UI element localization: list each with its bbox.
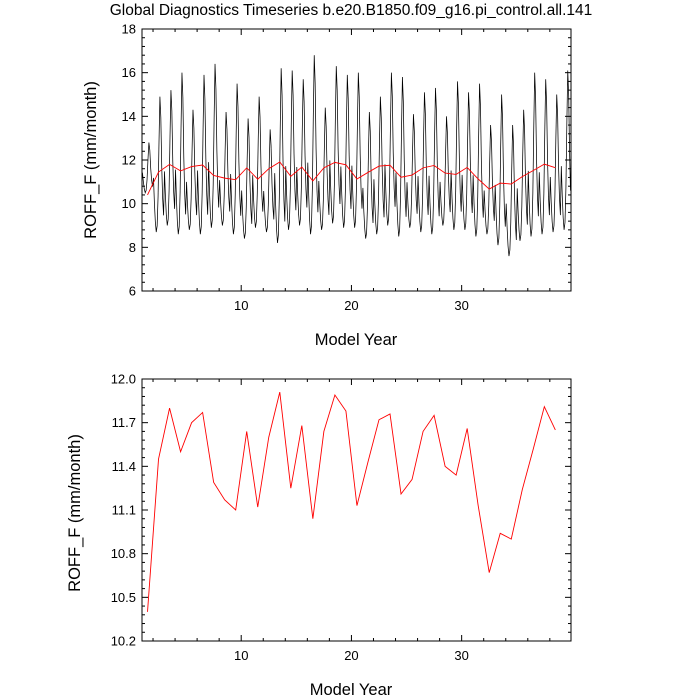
y-tick-label: 10 — [122, 196, 136, 211]
y-tick-label: 18 — [122, 22, 136, 37]
y-tick-label: 16 — [122, 65, 136, 80]
x-tick-label: 30 — [454, 298, 468, 313]
top-x-axis-label: Model Year — [315, 331, 398, 349]
x-tick-label: 30 — [454, 648, 468, 663]
top-panel-frame — [141, 28, 572, 292]
y-tick-label: 6 — [129, 284, 136, 299]
top-y-axis-label: ROFF_F (mm/month) — [82, 81, 100, 239]
bottom-annual-mean-series-line — [147, 391, 556, 612]
x-tick-label: 20 — [344, 298, 358, 313]
y-tick-label: 10.5 — [111, 590, 136, 605]
bottom-x-axis-label: Model Year — [310, 681, 393, 699]
y-tick-label: 11.1 — [112, 503, 136, 518]
bottom-panel-ticks: 10.2 10.5 10.8 11.1 11.4 11.7 12.0 10 20 30 — [111, 372, 571, 663]
bottom-y-axis-label: ROFF_F (mm/month) — [66, 434, 84, 592]
y-tick-label: 11.4 — [112, 459, 136, 474]
top-panel-ticks: 6 8 10 12 14 16 18 10 20 30 — [122, 22, 571, 313]
x-tick-label: 10 — [234, 298, 248, 313]
monthly-series-line — [142, 55, 571, 257]
bottom-panel-frame — [141, 378, 572, 642]
x-tick-label: 10 — [234, 648, 248, 663]
top-panel: 6 8 10 12 14 16 18 10 20 30 Model Year ROFF_F (mm… — [82, 22, 572, 349]
bottom-panel: 10.2 10.5 10.8 11.1 11.4 11.7 12.0 10 20 30 Model… — [66, 372, 572, 699]
chart-title: Global Diagnostics Timeseries b.e20.B185… — [110, 2, 593, 19]
x-tick-label: 20 — [344, 648, 358, 663]
y-tick-label: 12.0 — [111, 372, 136, 387]
y-tick-label: 12 — [122, 153, 136, 168]
y-tick-label: 10.8 — [111, 546, 136, 561]
annual-mean-series-line — [147, 161, 556, 196]
y-tick-label: 8 — [129, 240, 136, 255]
y-tick-label: 10.2 — [111, 634, 136, 649]
y-tick-label: 14 — [122, 109, 136, 124]
y-tick-label: 11.7 — [112, 415, 136, 430]
